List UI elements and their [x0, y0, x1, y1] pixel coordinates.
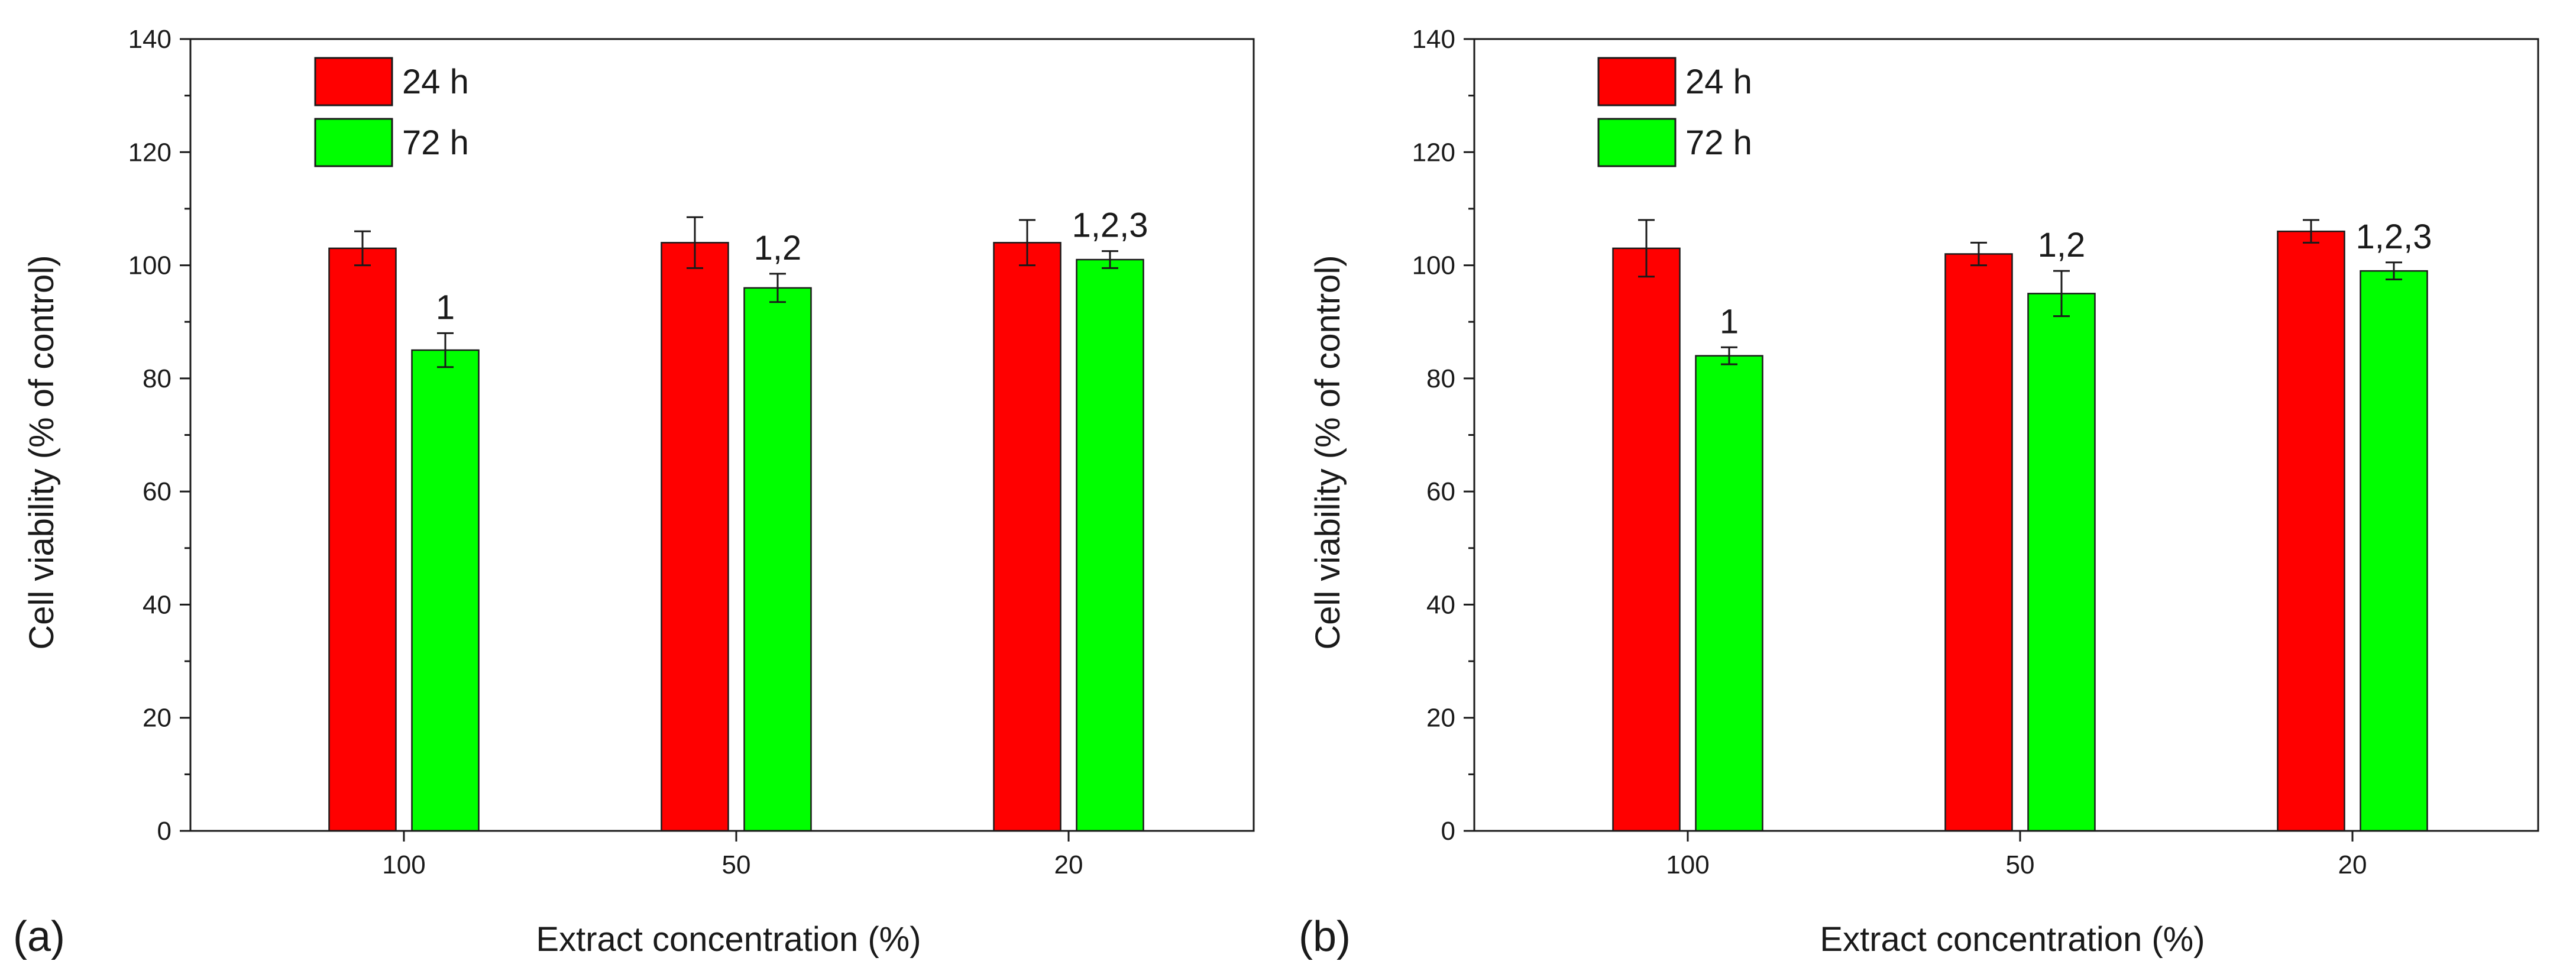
panel-a-y-tick-label: 0	[157, 817, 171, 846]
panel-b-y-tick-label: 120	[1412, 138, 1455, 167]
panel-a-y-tick-label: 40	[143, 590, 171, 619]
panel-a-legend-label-72h: 72 h	[402, 124, 469, 162]
panel-a-x-axis-label: Extract concentration (%)	[536, 920, 921, 959]
panel-b-x-axis-label: Extract concentration (%)	[1820, 920, 2205, 959]
panel-a-bar-72h-20	[1076, 258, 1144, 832]
panel-b-legend-label-72h: 72 h	[1685, 124, 1752, 162]
panel-a-y-tick-label: 120	[128, 138, 171, 167]
panel-b-bar-24h-20	[2277, 230, 2345, 832]
panel-b-bar-72h-50	[2027, 293, 2096, 832]
panel-b-marks: 0 20 40 60 80 100 120 140 1 100 1,2 50 1,2,3 20	[1412, 25, 2539, 879]
panel-b-label: (b)	[1299, 913, 1351, 960]
panel-a-bar-72h-50	[743, 287, 812, 832]
panel-a-marks: 0 20 40 60 80 100 120 140 1 100 1,2 50 1,2,3 20	[128, 25, 1255, 879]
panel-a-significance-annotation: 1,2,3	[1072, 206, 1148, 245]
panel-b-y-tick-label: 80	[1426, 364, 1455, 393]
panel-b-legend-label-24h: 24 h	[1685, 63, 1752, 101]
panel-a: 0 20 40 60 80 100 120 140 1 100 1,2 50 1,2,3 20 (a) E…	[13, 25, 1255, 960]
panel-b-x-tick-label: 100	[1666, 850, 1709, 879]
panel-b-significance-annotation: 1,2	[2038, 226, 2086, 264]
panel-a-y-tick-label: 20	[143, 704, 171, 733]
panel-a-y-tick-label: 60	[143, 477, 171, 506]
panel-b-bar-24h-100	[1612, 247, 1681, 832]
panel-a-y-axis-label: Cell viability (% of control)	[22, 255, 61, 649]
panel-a-legend-swatch-72h	[314, 118, 393, 167]
panel-b-y-tick-label: 20	[1426, 704, 1455, 733]
panel-b-y-tick-label: 0	[1441, 817, 1455, 846]
panel-b-significance-annotation: 1	[1720, 302, 1739, 341]
panel-b-x-tick-label: 20	[2338, 850, 2367, 879]
panel-a-legend-label-24h: 24 h	[402, 63, 469, 101]
panel-a-significance-annotation: 1	[436, 288, 455, 326]
panel-a-label: (a)	[13, 913, 65, 960]
panel-b-y-tick-label: 40	[1426, 590, 1455, 619]
panel-b-bar-72h-100	[1695, 355, 1763, 832]
panel-b-y-axis-label: Cell viability (% of control)	[1309, 255, 1347, 649]
panel-a-plot-frame	[189, 38, 1255, 832]
panel-a-x-tick-label: 100	[382, 850, 425, 879]
panel-a-bar-24h-20	[993, 242, 1062, 832]
panel-b: 0 20 40 60 80 100 120 140 1 100 1,2 50 1,2,3 20 (b) E…	[1299, 25, 2539, 960]
panel-b-bar-72h-20	[2360, 270, 2428, 832]
panel-a-legend-swatch-24h	[314, 57, 393, 106]
panel-b-y-tick-label: 100	[1412, 251, 1455, 280]
panel-b-legend-swatch-24h	[1597, 57, 1677, 106]
panel-a-x-tick-label: 20	[1054, 850, 1083, 879]
panel-a-bar-72h-100	[411, 349, 480, 832]
panel-b-legend-swatch-72h	[1597, 118, 1677, 167]
panel-a-x-tick-label: 50	[722, 850, 751, 879]
panel-a-bar-24h-100	[328, 247, 397, 832]
panel-b-plot-frame	[1473, 38, 2539, 832]
panel-b-y-tick-label: 140	[1412, 25, 1455, 54]
panel-b-y-tick-label: 60	[1426, 477, 1455, 506]
panel-b-x-tick-label: 50	[2006, 850, 2035, 879]
panel-a-significance-annotation: 1,2	[754, 229, 802, 267]
panel-a-y-tick-label: 140	[128, 25, 171, 54]
panel-b-bar-24h-50	[1944, 253, 2013, 832]
panel-b-significance-annotation: 1,2,3	[2356, 218, 2432, 256]
panel-a-bar-24h-50	[661, 242, 729, 832]
panel-a-y-tick-label: 80	[143, 364, 171, 393]
panel-a-y-tick-label: 100	[128, 251, 171, 280]
